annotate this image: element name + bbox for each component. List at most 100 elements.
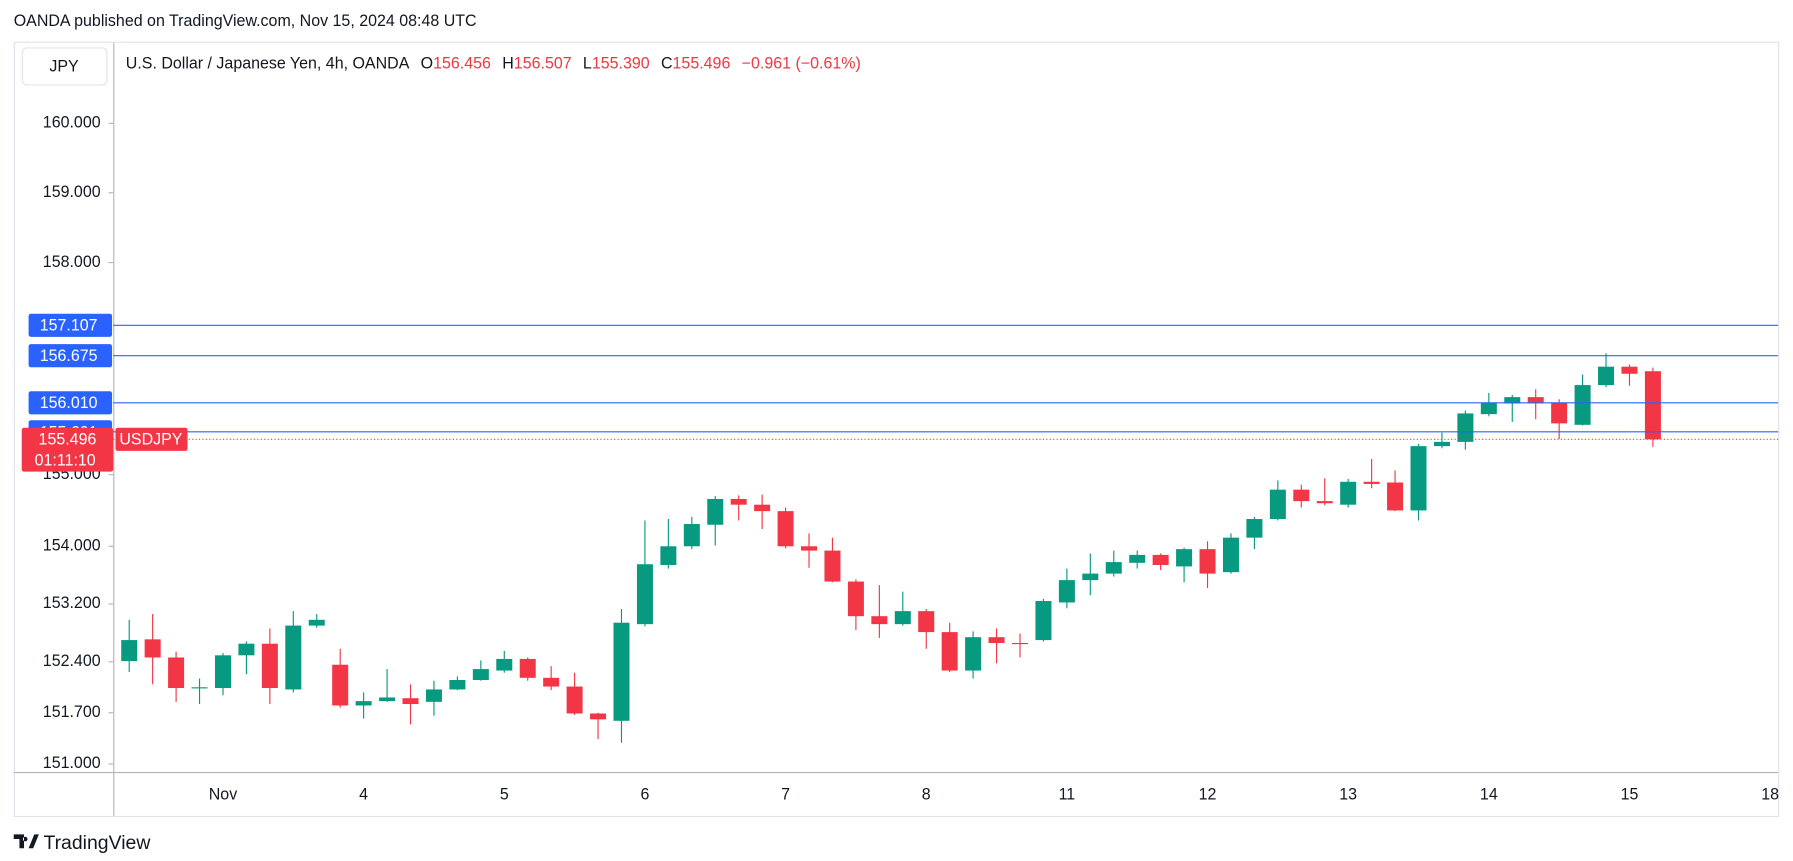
candle-body [543,677,560,687]
candle-body [707,498,724,525]
candle-body [308,619,325,626]
legend-o-label: O [421,55,433,73]
candle-body [144,639,161,658]
legend-change: −0.961 (−0.61%) [742,55,861,73]
candle-body [1457,413,1474,442]
legend-h-label: H [502,55,514,73]
legend-o-value: 156.456 [433,55,491,73]
candle-body [730,498,747,505]
candle-body [1480,402,1497,415]
countdown-label: 01:11:10 [35,451,96,469]
candle-body [636,564,653,625]
currency-button[interactable] [21,47,108,86]
currency-label: JPY [49,57,79,75]
candle-body [1598,366,1615,386]
legend-l-value: 155.390 [592,55,650,73]
logo-icon [13,834,39,849]
candle-body [754,504,771,512]
candle-body [1035,601,1052,641]
level-label: 157.107 [40,317,98,335]
x-tick-label: 8 [922,785,931,803]
chart-frame [13,41,1780,818]
candle-body [1269,489,1286,520]
legend-c-label: C [661,55,673,73]
candle-body [1410,446,1427,511]
candle-body [425,689,442,702]
candle-body [1129,554,1146,563]
candle-body [1011,642,1029,645]
candle-body [1058,580,1075,603]
level-label-box [28,391,113,415]
candle-body [1199,549,1216,574]
y-tick-label: 151.000 [43,754,101,772]
x-tick-label: 6 [640,785,649,803]
candle-body [824,550,841,582]
candle-body [660,546,677,565]
candle-body [965,637,982,671]
legend-l-label: L [583,55,592,73]
legend: U.S. Dollar / Japanese Yen, 4h, OANDA O1… [126,55,861,73]
x-tick-label: 13 [1339,785,1357,803]
candle-body [496,658,513,671]
symbol-label: USDJPY [119,431,182,449]
candle-body [1222,537,1239,573]
candle-body [472,669,489,681]
candle-body [1551,402,1568,424]
y-tick-label: 160.000 [43,114,101,132]
y-tick-label: 158.000 [43,253,101,271]
current-price-label: 155.496 [39,431,97,449]
candle-body [121,640,138,662]
y-tick-label: 159.000 [43,183,101,201]
candle-body [1152,554,1169,565]
candle-body [590,713,607,720]
y-tick-label: 153.200 [43,594,101,612]
candle-body [1504,397,1521,404]
candle-body [285,625,302,690]
logo-text: TradingView [43,832,151,854]
candle-body [1387,482,1404,511]
candle-body [449,680,466,690]
candle-body [988,637,1005,643]
candle-body [402,698,419,705]
candle-body [801,546,818,551]
level-label: 156.010 [40,394,98,412]
level-label-box [28,313,113,337]
candle-body [519,658,536,678]
candle-body [355,701,372,706]
x-tick-label: 4 [359,785,368,803]
x-tick-label: 11 [1059,785,1076,803]
candle-body [214,655,231,689]
candle-body [1644,371,1661,440]
x-tick-label: 7 [781,785,790,803]
legend-title: U.S. Dollar / Japanese Yen, 4h, OANDA [126,55,410,73]
candle-body [566,686,583,714]
candle-body [1363,481,1380,484]
candle-body [1246,519,1263,538]
candle-body [1316,501,1333,504]
candle-body [379,697,396,702]
current-price-box [21,427,114,472]
legend-h-value: 156.507 [514,55,572,73]
candle-body [1433,441,1450,447]
candle-body [1340,481,1357,505]
candle-body [777,511,794,547]
candle-body [683,524,700,547]
y-tick-label: 154.000 [43,536,101,554]
x-tick-label: 12 [1199,785,1217,803]
x-tick-label: 15 [1621,785,1639,803]
candle-body [261,643,278,689]
x-tick-label: 18 [1761,785,1779,803]
candle-body [1621,366,1638,374]
y-tick-label: 152.400 [43,652,101,670]
candle-body [918,611,935,633]
candle-body [871,616,888,625]
level-label: 156.675 [40,347,98,365]
candle-body [847,581,864,617]
candle-body [238,643,255,656]
candle-body [191,687,208,689]
candle-body [894,611,911,625]
logo: TradingView [13,832,151,854]
level-label-box [28,344,113,368]
